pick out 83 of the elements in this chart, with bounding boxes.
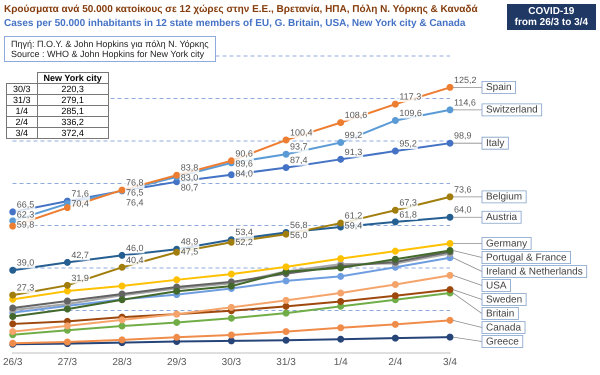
text: from 26/3 to 3/4	[514, 17, 588, 28]
data-label: 48,9	[180, 236, 198, 247]
data-label: 99,2	[344, 130, 362, 140]
x-tick-label: 29/3	[166, 356, 187, 368]
data-label: 62,3	[16, 209, 34, 220]
data-label: 87,4	[290, 155, 308, 166]
data-label: 95,2	[399, 138, 417, 149]
data-label: 71,6	[71, 188, 89, 199]
data-label: 125,2	[454, 74, 477, 85]
data-label: 61,2	[344, 210, 362, 221]
data-label: 42,7	[71, 250, 89, 260]
data-label: 117,3	[399, 92, 422, 102]
text: Πηγή: Π.Ο.Υ. & John Hopkins για πόλη Ν. Υόρκης	[11, 39, 209, 49]
text: Switzerland	[486, 104, 538, 116]
data-label: 46,0	[126, 242, 144, 253]
annotation: Ireland & Netherlands	[486, 266, 583, 278]
data-label: 59,8	[16, 219, 34, 230]
annotation: 30/3	[6, 84, 38, 94]
annotation: 220,3	[37, 84, 108, 94]
data-label: 53,4	[235, 227, 253, 238]
x-tick-label: 28/3	[112, 356, 132, 368]
data-label: 40,4	[126, 254, 144, 265]
data-label: 108,6	[344, 110, 368, 120]
data-label: 31,9	[71, 272, 89, 283]
data-label: 109,6	[399, 108, 422, 118]
text: Greece	[486, 336, 520, 348]
text: Sweden	[486, 294, 522, 306]
data-label: 93,7	[290, 142, 308, 152]
data-label: 61,8	[399, 209, 417, 220]
annotation: 2/4	[6, 116, 38, 128]
data-label: 76,4	[126, 198, 144, 208]
text: Italy	[486, 138, 504, 149]
annotation: New York city	[37, 72, 108, 84]
text: Spain	[486, 82, 512, 94]
data-label: 67,3	[399, 198, 417, 208]
text: USA	[486, 280, 507, 292]
data-label: 84,0	[235, 168, 253, 178]
data-label: 114,6	[454, 97, 476, 108]
x-tick-label: 31/3	[276, 356, 296, 368]
x-tick-label: 27/3	[58, 356, 78, 368]
annotation: Source : WHO & John Hopkins for New York city	[11, 49, 206, 59]
x-tick-label: 1/4	[334, 356, 348, 368]
annotation: 279,1	[37, 94, 108, 106]
data-label: 89,6	[235, 158, 253, 168]
annotation: 336,2	[37, 116, 108, 128]
data-label: 66,5	[16, 199, 34, 210]
annotation: Portugal & France	[486, 252, 568, 264]
data-label: 64,0	[454, 204, 472, 215]
x-tick-label: 2/4	[388, 356, 403, 368]
annotation: 372,4	[37, 128, 108, 138]
data-label: 47,5	[180, 246, 198, 257]
annotation: 285,1	[37, 106, 108, 116]
data-label: 27,3	[16, 282, 34, 293]
data-label: 56,8	[290, 220, 308, 230]
annotation: 3/4	[6, 128, 38, 138]
annotation: 1/4	[6, 106, 38, 116]
chart-title: Κρούσματα ανά 50.000 κατοίκους σε 12 χώρες στην Ε.Ε., Βρετανία, ΗΠΑ, Πόλη Ν. Υόρκης & Καναδά	[4, 4, 478, 15]
data-label: 56,0	[290, 230, 308, 240]
data-label: 83,0	[180, 172, 198, 183]
data-label: 73,6	[454, 184, 472, 194]
data-label: 70,4	[71, 198, 89, 209]
data-label: 76,8	[126, 178, 144, 188]
data-label: 52,2	[235, 237, 253, 248]
annotation: 31/3	[6, 94, 38, 106]
data-label: 59,4	[344, 220, 362, 231]
text: Canada	[486, 322, 522, 334]
x-tick-label: 30/3	[222, 356, 242, 368]
data-label: 76,5	[126, 188, 144, 198]
data-label: 39,0	[16, 258, 34, 268]
text: Austria	[486, 212, 518, 223]
text: Belgium	[486, 192, 522, 203]
x-tick-label: 26/3	[2, 356, 23, 368]
chart-subtitle: Cases per 50.000 inhabitants in 12 state members of EU, G. Britain, USA, New York city & Canada	[4, 18, 466, 29]
data-label: 90,6	[235, 148, 253, 158]
text: Germany	[486, 238, 528, 250]
data-label: 100,4	[290, 127, 313, 138]
data-label: 83,8	[180, 162, 198, 173]
data-label: 80,7	[180, 182, 198, 193]
text: COVID-19	[527, 6, 576, 17]
data-label: 98,9	[454, 130, 472, 141]
x-tick-label: 3/4	[443, 356, 458, 368]
data-label: 91,3	[344, 146, 362, 157]
text: Britain	[486, 308, 514, 320]
